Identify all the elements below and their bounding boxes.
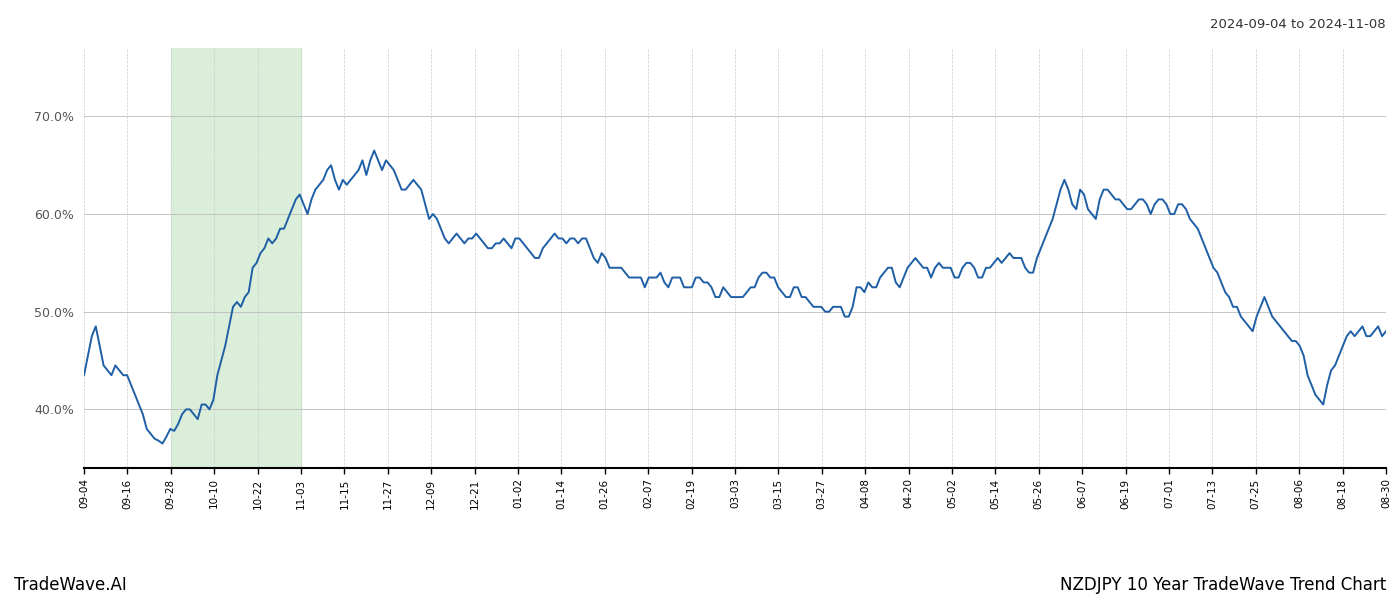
Bar (171, 48, 301, 468)
Text: 2024-09-04 to 2024-11-08: 2024-09-04 to 2024-11-08 (1211, 18, 1386, 31)
Text: NZDJPY 10 Year TradeWave Trend Chart: NZDJPY 10 Year TradeWave Trend Chart (1060, 576, 1386, 594)
Text: TradeWave.AI: TradeWave.AI (14, 576, 127, 594)
